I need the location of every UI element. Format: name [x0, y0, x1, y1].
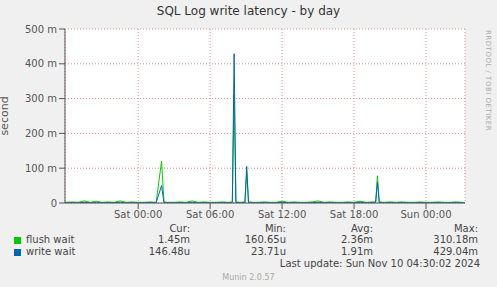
svg-text:100 m: 100 m [25, 163, 57, 174]
html-text:1.45m: 1.45m [158, 234, 190, 245]
html-text:Avg:: Avg: [351, 223, 373, 234]
svg-text:300 m: 300 m [25, 93, 57, 104]
svg-text:0: 0 [51, 198, 57, 209]
html-text:SQL Log write latency - by day: SQL Log write latency - by day [156, 4, 341, 18]
html-text:1.91m: 1.91m [341, 246, 373, 257]
html-text:310.18m: 310.18m [433, 234, 478, 245]
svg-text:400 m: 400 m [25, 58, 57, 69]
svg-text:500 m: 500 m [25, 24, 57, 35]
svg-text:Sat 18:00: Sat 18:00 [330, 209, 378, 220]
svg-text:Sat 06:00: Sat 06:00 [186, 209, 234, 220]
html-text:429.04m: 429.04m [433, 246, 478, 257]
html-text:Max:: Max: [454, 223, 478, 234]
html-text:23.71u: 23.71u [251, 246, 286, 257]
html-text:Last update: Sun Nov 10 04:30:: Last update: Sun Nov 10 04:30:02 2024 [279, 258, 480, 269]
html-text:write wait: write wait [26, 246, 76, 257]
html-text:160.65u: 160.65u [244, 234, 286, 245]
html-text:Cur:: Cur: [169, 223, 190, 234]
html-text:flush wait: flush wait [26, 234, 75, 245]
svg-text:Sat 12:00: Sat 12:00 [258, 209, 306, 220]
html-text:146.48u: 146.48u [148, 246, 190, 257]
svg-text:Sun 00:00: Sun 00:00 [401, 209, 452, 220]
html-text:2.36m: 2.36m [341, 234, 373, 245]
svg-text:Sat 00:00: Sat 00:00 [114, 209, 162, 220]
html-text:RRDTOOL / TOBI OETIKER: RRDTOOL / TOBI OETIKER [484, 30, 492, 132]
html-text:Min:: Min: [264, 223, 286, 234]
svg-text:second: second [8, 96, 11, 135]
html-text:Munin 2.0.57: Munin 2.0.57 [222, 273, 275, 282]
svg-text:200 m: 200 m [25, 128, 57, 139]
